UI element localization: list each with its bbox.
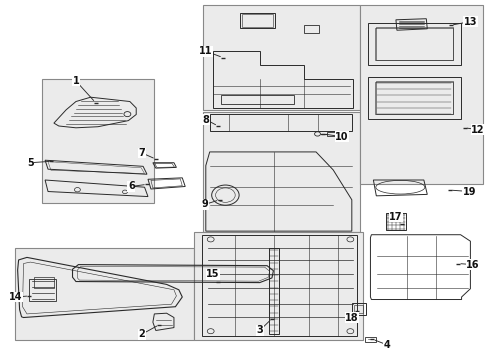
Text: 18: 18 xyxy=(345,312,359,323)
Bar xyxy=(304,25,319,33)
Text: 8: 8 xyxy=(202,114,209,125)
Bar xyxy=(240,13,275,28)
Bar xyxy=(375,28,453,60)
Text: 15: 15 xyxy=(206,269,220,279)
Text: 2: 2 xyxy=(139,329,146,339)
Text: 7: 7 xyxy=(139,148,146,158)
Text: 13: 13 xyxy=(464,17,477,27)
Text: 4: 4 xyxy=(384,340,391,350)
Bar xyxy=(365,337,376,342)
Text: 16: 16 xyxy=(466,260,480,270)
Bar xyxy=(42,79,154,203)
Bar xyxy=(29,279,56,301)
Bar xyxy=(34,277,54,288)
Text: 6: 6 xyxy=(128,181,135,192)
Text: 1: 1 xyxy=(73,76,79,86)
Text: 14: 14 xyxy=(9,292,23,302)
Text: 10: 10 xyxy=(335,132,349,142)
Bar xyxy=(368,23,461,65)
Bar xyxy=(360,5,483,184)
Bar xyxy=(352,303,366,315)
Bar xyxy=(242,14,273,27)
Bar xyxy=(203,112,360,232)
Bar xyxy=(203,5,360,110)
Bar xyxy=(15,248,194,340)
Text: 19: 19 xyxy=(463,186,476,197)
Bar xyxy=(327,132,341,136)
Text: 11: 11 xyxy=(199,46,213,56)
Text: 12: 12 xyxy=(471,125,485,135)
Text: 5: 5 xyxy=(27,158,34,168)
Text: 3: 3 xyxy=(256,325,263,336)
Bar xyxy=(386,213,406,230)
Bar xyxy=(354,305,363,313)
Bar xyxy=(269,248,279,334)
Bar xyxy=(220,95,294,104)
Text: 9: 9 xyxy=(201,199,208,210)
Bar xyxy=(194,232,363,340)
Bar xyxy=(368,77,461,119)
Bar xyxy=(375,82,453,114)
Text: 17: 17 xyxy=(389,212,403,222)
